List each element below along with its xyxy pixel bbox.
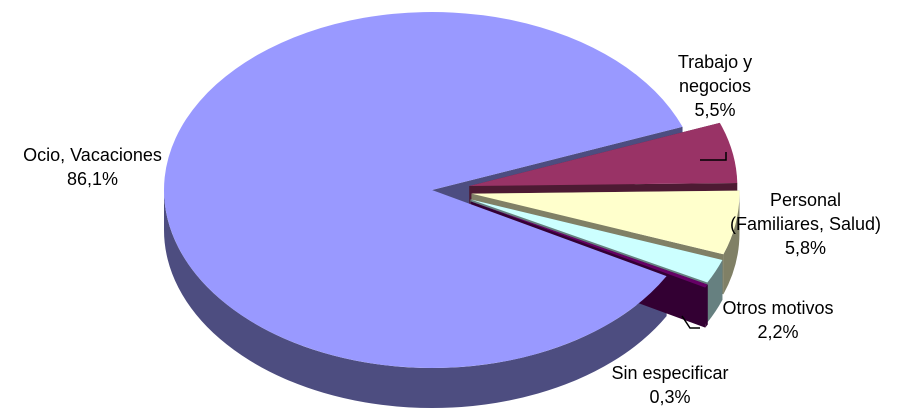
- slice-value-sin-especificar: 0,3%: [649, 387, 691, 407]
- slice-label-ocio: Ocio, Vacaciones: [23, 145, 162, 165]
- slice-label-personal-line1: Personal: [769, 190, 842, 210]
- slice-side-ocio: [164, 190, 667, 408]
- slice-value-trabajo: 5,5%: [694, 100, 736, 120]
- label-otros-motivos: Otros motivos 2,2%: [693, 296, 863, 344]
- leader-line-trabajo: [700, 152, 727, 161]
- slice-top-sin-especificar: [470, 201, 708, 288]
- label-trabajo-negocios: Trabajo y negocios 5,5%: [640, 50, 790, 122]
- label-sin-especificar: Sin especificar 0,3%: [585, 361, 755, 409]
- slice-label-trabajo-line1: Trabajo y: [677, 52, 753, 72]
- slice-top-personal: [471, 190, 740, 255]
- slice-label-sin-especificar: Sin especificar: [611, 363, 729, 383]
- slice-label-trabajo-line2: negocios: [678, 76, 752, 96]
- slice-value-ocio: 86,1%: [66, 169, 119, 189]
- slice-label-otros: Otros motivos: [722, 298, 834, 318]
- leader-line-otros: [681, 315, 700, 329]
- slice-top-trabajo: [469, 122, 738, 187]
- slice-side-personal: [723, 193, 740, 295]
- slice-label-personal-line2: (Familiares, Salud): [729, 214, 882, 234]
- label-personal: Personal (Familiares, Salud) 5,8%: [712, 188, 899, 260]
- label-ocio-vacaciones: Ocio, Vacaciones 86,1%: [0, 143, 185, 191]
- slice-value-otros: 2,2%: [757, 322, 799, 342]
- slice-top-ocio: [163, 12, 683, 369]
- slice-value-personal: 5,8%: [784, 238, 827, 258]
- slice-top-otros: [470, 199, 723, 283]
